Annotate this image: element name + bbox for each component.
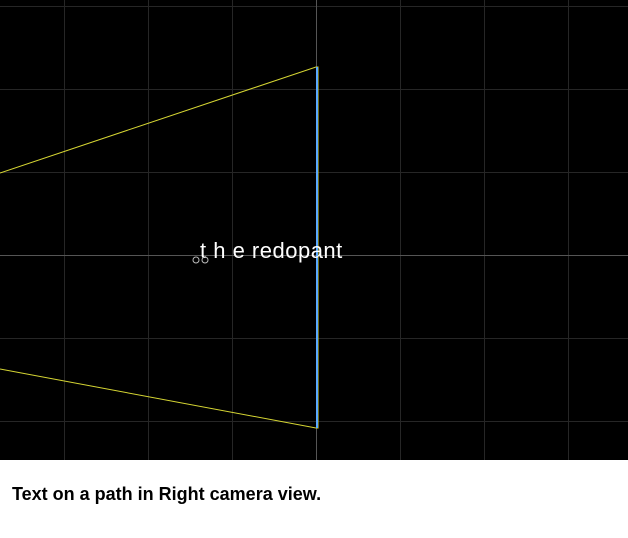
grid-line-h: [0, 172, 628, 173]
path-handle[interactable]: [202, 257, 209, 264]
grid-line-v: [484, 0, 485, 460]
grid-line-v: [148, 0, 149, 460]
grid-line-h: [0, 6, 628, 7]
grid-line-v: [568, 0, 569, 460]
axis-vertical: [316, 0, 317, 460]
canvas-viewport[interactable]: t h e redopant: [0, 0, 628, 460]
grid-line-h: [0, 421, 628, 422]
path-handle[interactable]: [193, 257, 200, 264]
figure-caption: Text on a path in Right camera view.: [0, 460, 628, 505]
grid-line-v: [232, 0, 233, 460]
grid-line-h: [0, 89, 628, 90]
caption-text: Text on a path in Right camera view.: [12, 484, 616, 505]
grid-line-h: [0, 338, 628, 339]
grid-line-v: [64, 0, 65, 460]
canvas-text-object[interactable]: t h e redopant: [200, 238, 343, 264]
grid-line-v: [400, 0, 401, 460]
camera-frustum-overlay: [0, 0, 628, 460]
